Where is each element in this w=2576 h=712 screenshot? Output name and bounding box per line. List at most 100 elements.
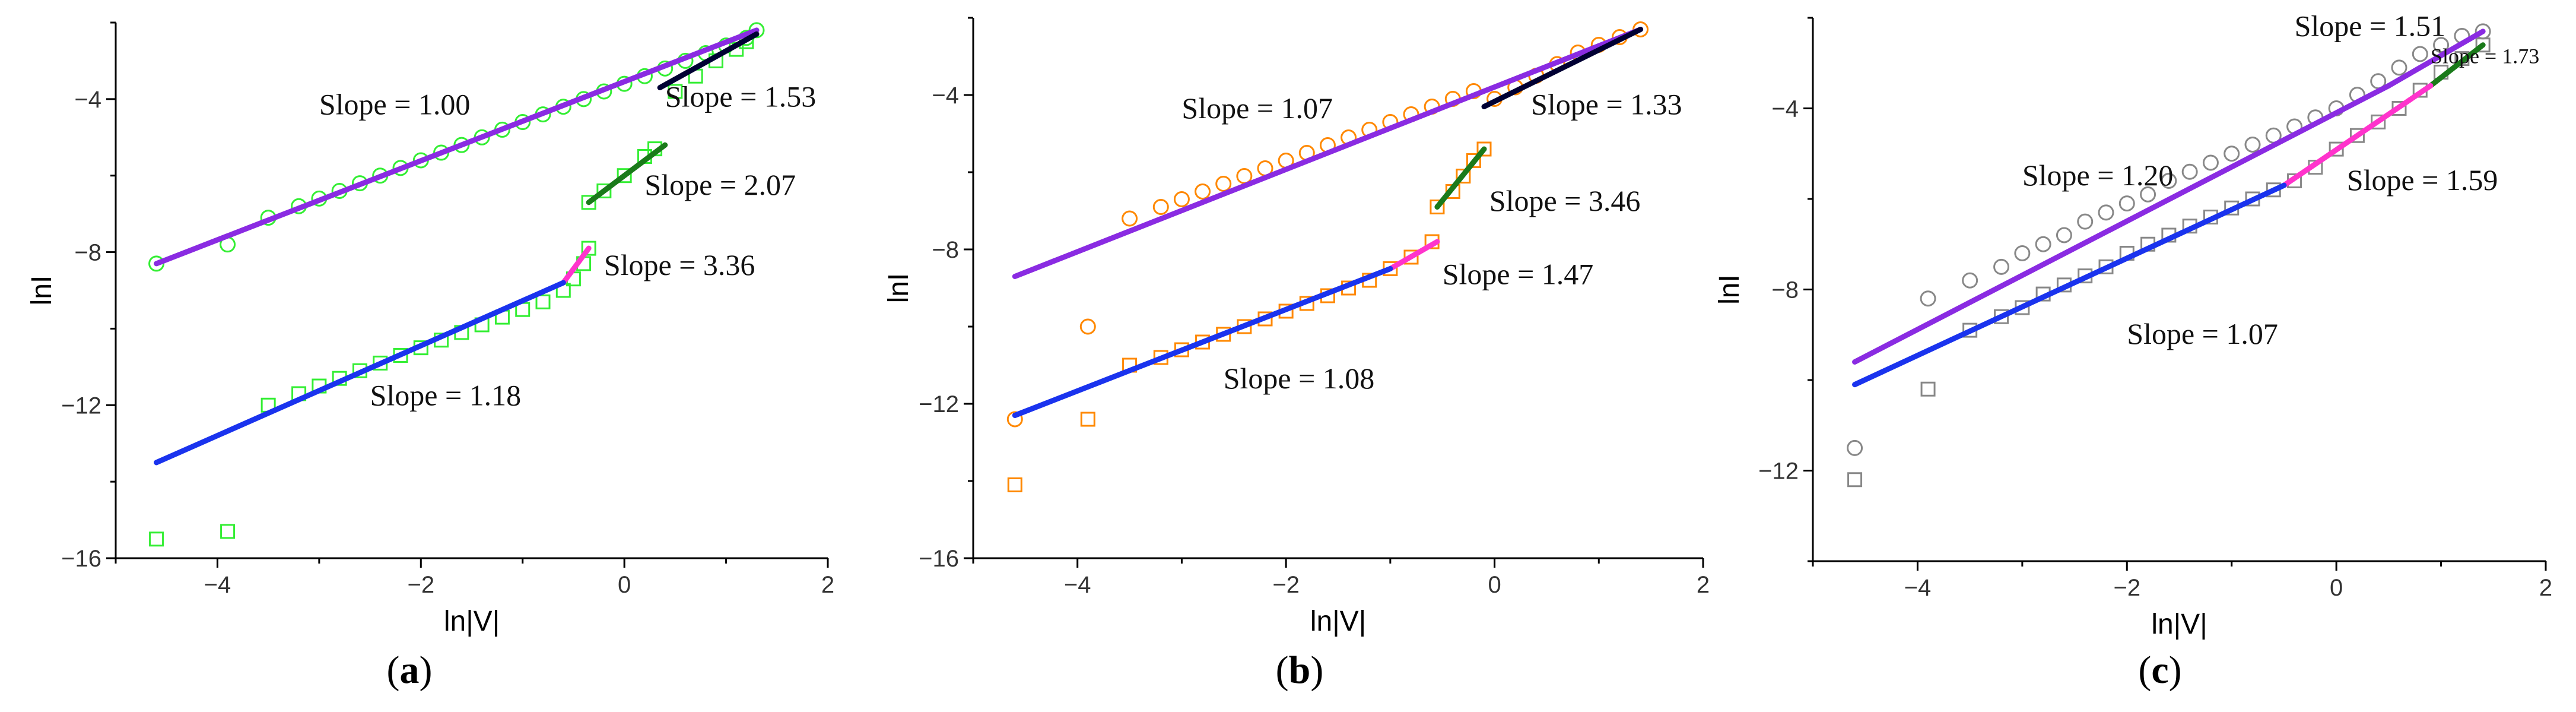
y-tick-label: −8 [74, 240, 101, 266]
data-point-circle [2161, 173, 2177, 189]
caption-letter: a [400, 648, 420, 692]
y-tick-label: −8 [932, 237, 959, 263]
fit-line [657, 31, 760, 91]
data-point-circle [1847, 439, 1863, 456]
fit-line [1434, 146, 1487, 210]
data-point-square [2371, 114, 2386, 129]
data-point-square [1466, 153, 1481, 168]
caption-letter: c [2151, 648, 2168, 692]
y-tick-label: −16 [61, 546, 101, 572]
panel-caption: (c) [2138, 648, 2181, 692]
data-point-square [535, 294, 551, 309]
data-point-circle [2244, 137, 2261, 153]
data-point-square [149, 531, 164, 547]
data-point-circle [2202, 154, 2219, 171]
panel-b: −4 −2 0 2 −4 −8 −12 −16 ln|V| lnI Slope = 1.07 Slop… [883, 17, 1710, 692]
data-point-square [2349, 128, 2365, 143]
slope-annotation: Slope = 1.59 [2347, 163, 2498, 197]
y-tick-label: −12 [1758, 458, 1799, 485]
data-point-circle [2391, 59, 2407, 76]
caption-open-paren: ( [387, 648, 400, 692]
fit-line [560, 245, 592, 286]
slope-annotation: Slope = 1.73 [2431, 44, 2539, 68]
data-point-circle [1195, 183, 1211, 200]
caption-letter: b [1289, 648, 1311, 692]
caption-open-paren: ( [1276, 648, 1289, 692]
data-point-circle [1962, 272, 1978, 289]
data-point-square [617, 168, 632, 183]
data-point-square [1476, 141, 1492, 157]
y-tick-label: −12 [61, 393, 101, 419]
fit-line [2281, 83, 2434, 188]
caption-open-paren: ( [2138, 648, 2151, 692]
data-point-square [1430, 200, 1445, 214]
slope-annotation: Slope = 1.47 [1443, 258, 1594, 291]
data-point-square [581, 195, 596, 210]
x-axis-title: ln|V| [2151, 609, 2207, 640]
panel-a: −4 −2 0 2 −4 −8 −12 −16 ln|V| lnI Slope = 1.00 Slop… [26, 21, 834, 692]
fit-line [154, 280, 566, 466]
data-point-circle [2014, 245, 2031, 261]
slope-annotation: Slope = 1.33 [1531, 88, 1682, 121]
data-point-circle [2098, 204, 2114, 221]
data-point-circle [2412, 46, 2428, 62]
data-point-circle [2181, 163, 2198, 180]
data-point-square [1007, 477, 1022, 492]
data-point-circle [2224, 145, 2240, 162]
x-tick-label: −2 [1272, 572, 1300, 598]
y-axis-title: lnI [883, 273, 914, 303]
data-point-circle [1920, 290, 1936, 307]
y-tick-label: −12 [919, 391, 959, 417]
fit-line [586, 142, 668, 205]
data-point-square [2329, 141, 2344, 157]
x-tick-label: −4 [1904, 575, 1932, 601]
x-axis-title: ln|V| [444, 606, 500, 637]
fit-line [1012, 266, 1393, 418]
data-point-circle [1122, 210, 1138, 227]
data-point-circle [1993, 258, 2010, 275]
x-axis-title: ln|V| [1310, 606, 1366, 637]
x-tick-label: 0 [1488, 572, 1501, 598]
y-tick-label: −8 [1771, 277, 1799, 303]
data-point-circle [2140, 186, 2156, 202]
data-point-square [1456, 169, 1471, 183]
fit-line [2428, 42, 2486, 88]
data-point-square [668, 84, 683, 99]
slope-annotation: Slope = 1.07 [2127, 317, 2278, 350]
y-tick-label: −4 [932, 83, 959, 109]
x-tick-label: 2 [1697, 572, 1710, 598]
y-tick-label: −4 [74, 87, 101, 113]
data-point-square [1847, 472, 1863, 488]
y-axis-title: lnI [26, 276, 58, 306]
data-point-square [220, 524, 236, 539]
panel-caption: (a) [387, 648, 433, 692]
data-point-circle [2056, 227, 2072, 243]
y-tick-label: −16 [919, 546, 959, 572]
data-point-square [1080, 412, 1095, 427]
fit-line [154, 27, 760, 267]
x-tick-label: −2 [407, 572, 434, 598]
x-tick-label: 0 [2330, 575, 2343, 601]
data-point-circle [2077, 213, 2094, 230]
slope-annotation: Slope = 1.51 [2295, 10, 2446, 43]
x-tick-label: −4 [1064, 572, 1091, 598]
fit-line [1387, 239, 1440, 271]
slope-annotation: Slope = 3.36 [604, 248, 755, 281]
fit-line [1852, 182, 2287, 388]
data-point-circle [1215, 176, 1232, 192]
data-point-circle [1079, 318, 1096, 335]
data-point-square [1920, 381, 1936, 397]
data-point-square [596, 183, 612, 198]
data-point-circle [1173, 191, 1190, 207]
y-axis-title: lnI [1714, 274, 1745, 305]
panel-caption: (b) [1276, 648, 1324, 692]
caption-close-paren: ) [1310, 648, 1323, 692]
data-point-circle [2433, 37, 2450, 53]
y-tick-label: −4 [1771, 96, 1799, 122]
x-tick-label: −2 [2113, 575, 2140, 601]
caption-close-paren: ) [420, 648, 433, 692]
data-point-square [2475, 37, 2491, 53]
